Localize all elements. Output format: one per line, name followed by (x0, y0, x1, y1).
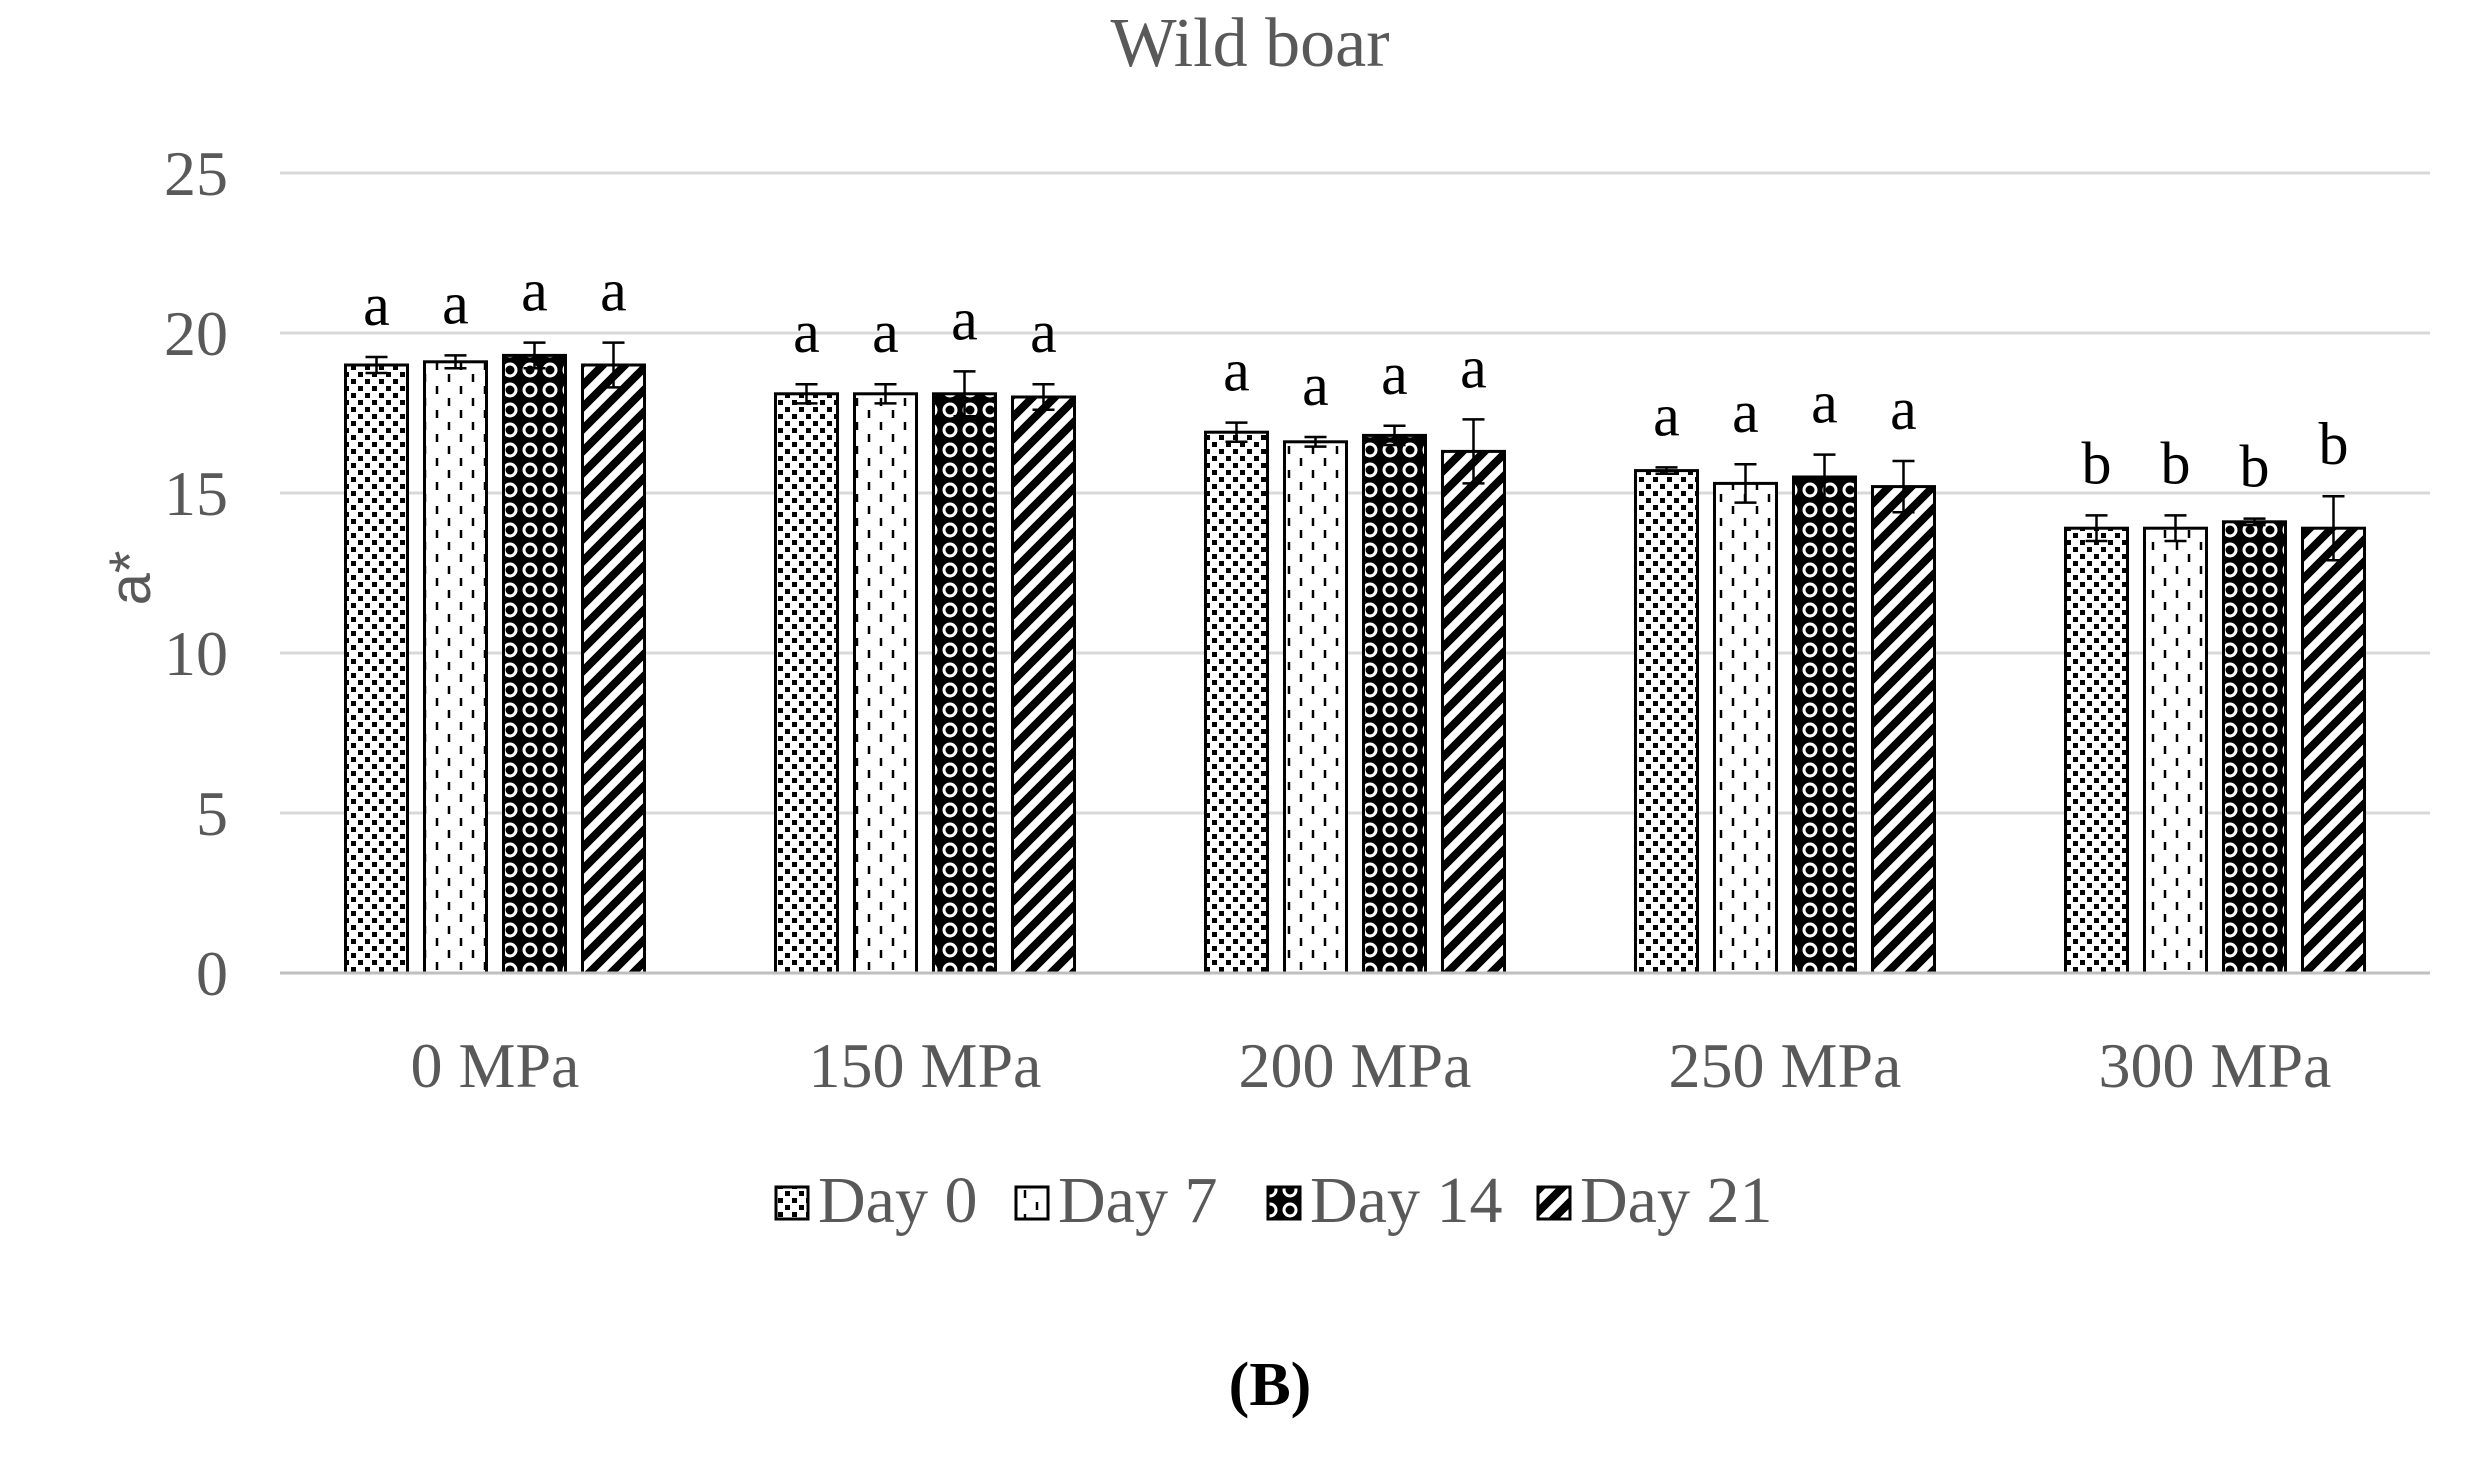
chart-title: Wild boar (1110, 5, 1389, 82)
x-axis-ticks: 0 MPa 150 MPa 200 MPa 250 MPa 300 MPa (411, 1030, 2332, 1101)
significance-letter: b (2319, 411, 2349, 477)
bar-day-14 (2222, 520, 2287, 975)
legend-item-day-7: Day 7 (1014, 1164, 1217, 1237)
bar-day-21 (1871, 485, 1936, 975)
legend-label: Day 14 (1310, 1164, 1502, 1237)
error-bar (365, 355, 388, 375)
legend-label: Day 21 (1580, 1164, 1772, 1237)
bar-day-0 (2064, 526, 2129, 975)
significance-letter: a (1653, 382, 1680, 448)
significance-letter: a (1030, 299, 1057, 365)
significance-letter: a (1381, 341, 1408, 407)
error-bar (2164, 514, 2187, 543)
bar-day-7 (1283, 440, 1348, 975)
legend-label: Day 7 (1058, 1164, 1217, 1237)
y-tick-label: 5 (196, 778, 228, 849)
y-tick-label: 15 (164, 458, 228, 529)
x-tick-label: 0 MPa (411, 1030, 580, 1101)
error-bar (874, 382, 897, 405)
error-bar (2243, 517, 2266, 527)
error-bar (1734, 462, 1757, 504)
bar-day-0 (1634, 469, 1699, 975)
y-tick-label: 10 (164, 618, 228, 689)
error-bar (795, 382, 818, 405)
significance-letter: a (872, 299, 899, 365)
bar-day-14 (502, 353, 567, 975)
y-tick-label: 0 (196, 938, 228, 1009)
x-tick-label: 200 MPa (1239, 1030, 1472, 1101)
significance-letter: a (793, 299, 820, 365)
bar-day-21 (1441, 449, 1506, 975)
significance-letter: a (1223, 338, 1250, 404)
error-bar (444, 354, 467, 370)
significance-letter: b (2082, 430, 2112, 496)
x-tick-label: 250 MPa (1669, 1030, 1902, 1101)
significance-letter: a (951, 286, 978, 352)
legend-swatch (1014, 1185, 1050, 1221)
legend-swatch (1266, 1185, 1302, 1221)
bar-day-14 (1792, 475, 1857, 975)
significance-letters: a a a aa a a aa a a aa a a ab b b b (363, 258, 2348, 500)
y-tick-label: 25 (164, 138, 228, 209)
significance-letter: b (2161, 430, 2191, 496)
error-bar (2322, 494, 2345, 562)
bar-day-21 (1011, 395, 1076, 975)
bar-day-0 (774, 392, 839, 975)
error-bar (1892, 459, 1915, 514)
bar-day-7 (2143, 526, 2208, 975)
significance-letter: a (1732, 379, 1759, 445)
bar-day-21 (581, 363, 646, 975)
bar-day-14 (1362, 433, 1427, 975)
legend-item-day-21: Day 21 (1536, 1164, 1772, 1237)
legend-item-day-0: Day 0 (774, 1164, 977, 1237)
error-bar (523, 341, 546, 370)
error-bar (1655, 466, 1678, 476)
significance-letter: a (1460, 334, 1487, 400)
error-bar (953, 370, 976, 418)
bar-day-21 (2301, 526, 2366, 975)
y-axis-ticks: 0 5 10 15 20 25 (164, 138, 228, 1009)
significance-letter: a (363, 272, 390, 338)
error-bar (2085, 514, 2108, 543)
legend-swatch (774, 1185, 810, 1221)
error-bar (1813, 453, 1836, 501)
x-tick-label: 300 MPa (2099, 1030, 2332, 1101)
bar-day-0 (1204, 430, 1269, 975)
error-bar (1225, 421, 1248, 444)
significance-letter: a (1890, 376, 1917, 442)
error-bar (1462, 418, 1485, 485)
error-bars (365, 341, 2345, 562)
y-tick-label: 20 (164, 298, 228, 369)
panel-label: (B) (1229, 1351, 1312, 1419)
significance-letter: a (600, 258, 627, 324)
bar-day-14 (932, 392, 997, 975)
significance-letter: a (1811, 370, 1838, 436)
significance-letter: a (442, 270, 469, 336)
bar-series (344, 353, 2366, 975)
error-bar (1032, 382, 1055, 412)
y-axis-label: a* (98, 551, 163, 606)
bar-day-0 (344, 363, 409, 975)
bar-day-7 (853, 392, 918, 975)
legend-label: Day 0 (818, 1164, 977, 1237)
error-bar (602, 341, 625, 389)
legend: Day 0 Day 7 Day 14 Day 21 (774, 1164, 1772, 1237)
significance-letter: b (2240, 434, 2270, 500)
legend-swatch (1536, 1185, 1572, 1221)
x-tick-label: 150 MPa (809, 1030, 1042, 1101)
significance-letter: a (521, 258, 548, 324)
bar-day-7 (423, 360, 488, 975)
error-bar (1304, 435, 1327, 448)
significance-letter: a (1302, 352, 1329, 418)
legend-item-day-14: Day 14 (1266, 1164, 1502, 1237)
bar-day-7 (1713, 481, 1778, 975)
error-bar (1383, 424, 1406, 447)
